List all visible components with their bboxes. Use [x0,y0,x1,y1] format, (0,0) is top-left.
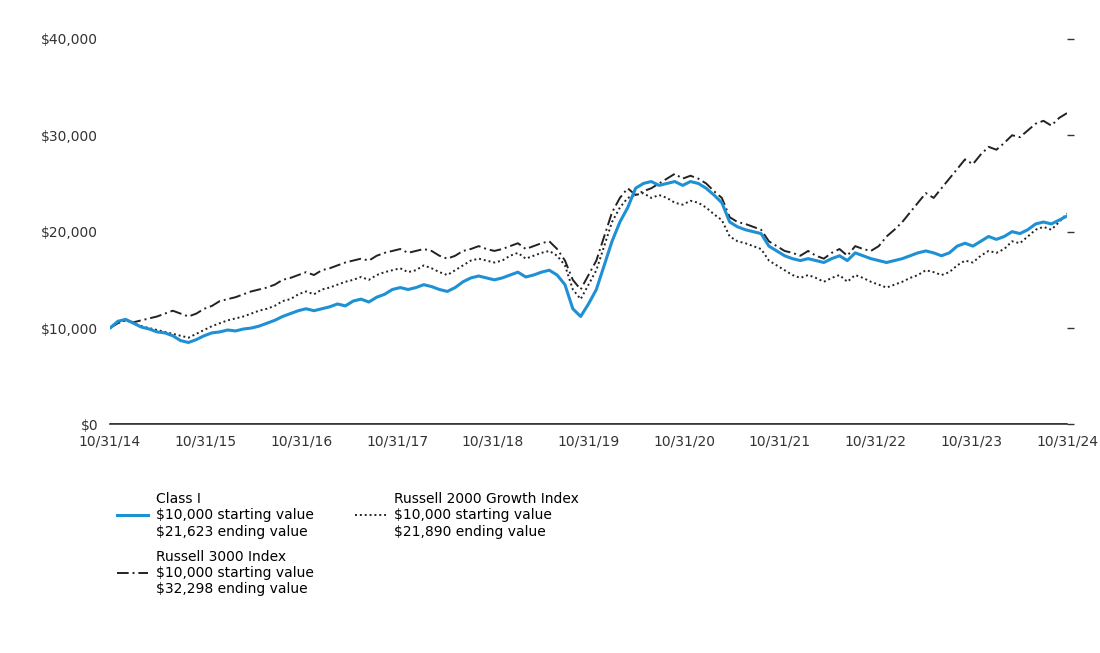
Legend: Class I
$10,000 starting value
$21,623 ending value, Russell 3000 Index
$10,000 : Class I $10,000 starting value $21,623 e… [117,492,579,596]
